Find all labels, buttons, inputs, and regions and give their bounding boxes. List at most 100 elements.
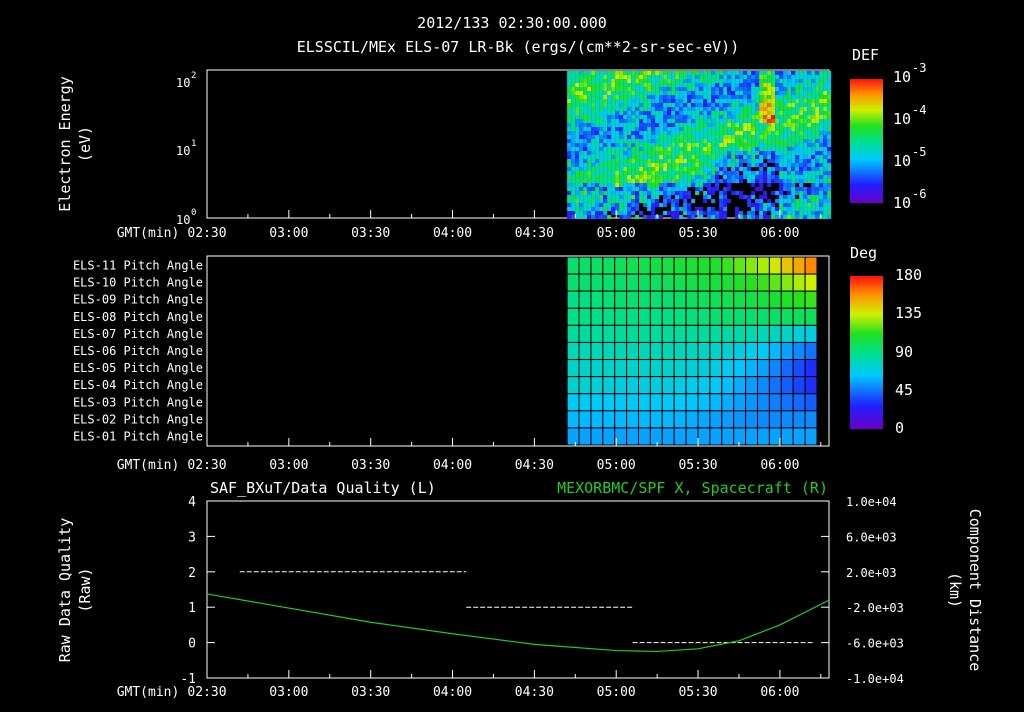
spectrogram-cell <box>779 111 784 115</box>
spectrogram-cell <box>707 75 712 79</box>
spectrogram-cell <box>763 131 768 135</box>
spectrogram-cell <box>711 155 716 159</box>
spectrogram-cell <box>611 143 616 147</box>
spectrogram-cell <box>823 75 828 79</box>
spectrogram-cell <box>751 107 756 111</box>
spectrogram-cell <box>731 147 736 151</box>
spectrogram-cell <box>619 95 624 99</box>
spectrogram-cell <box>587 171 592 175</box>
spectrogram-cell <box>619 79 624 83</box>
spectrogram-cell <box>779 95 784 99</box>
spectrogram-cell <box>815 167 820 171</box>
spectrogram-cell <box>823 147 828 151</box>
spectrogram-cell <box>807 167 812 171</box>
spectrogram-cell <box>591 127 596 131</box>
spectrogram-cell <box>811 155 816 159</box>
def-tick-1: 10 -4 <box>893 103 926 128</box>
spectrogram-cell <box>787 99 792 103</box>
spectrogram-cell <box>671 171 676 175</box>
spectrogram-cell <box>767 115 772 119</box>
spectrogram-cell <box>739 143 744 147</box>
spectrogram-cell <box>747 119 752 123</box>
spectrogram-cell <box>743 71 748 75</box>
spectrogram-cell <box>703 155 708 159</box>
spectrogram-cell <box>643 151 648 155</box>
spectrogram-cell <box>651 103 656 107</box>
spectrogram-cell <box>747 91 752 95</box>
spectrogram-cell <box>815 119 820 123</box>
spectrogram-cell <box>803 195 808 199</box>
pitch-cell <box>733 341 747 361</box>
spectrogram-cell <box>695 175 700 179</box>
spectrogram-cell <box>771 147 776 151</box>
spectrogram-cell <box>803 191 808 195</box>
spectrogram-cell <box>799 115 804 119</box>
spectrogram-cell <box>723 147 728 151</box>
spectrogram-cell <box>763 95 768 99</box>
spectrogram-cell <box>747 103 752 107</box>
spectrogram-cell <box>599 203 604 207</box>
spectrogram-cell <box>783 103 788 107</box>
spectrogram-cell <box>807 171 812 175</box>
pitch-cell <box>578 324 592 343</box>
spectrogram-cell <box>723 199 728 203</box>
spectrogram-cell <box>627 127 632 131</box>
spectrogram-cell <box>703 95 708 99</box>
spectrogram-cell <box>711 207 716 211</box>
spectrogram-cell <box>715 147 720 151</box>
pitch-cell <box>733 376 747 395</box>
spectrogram-cell <box>583 79 588 83</box>
energy-ytick-2: 10 2 <box>176 71 196 90</box>
spectrogram-cell <box>695 187 700 191</box>
pitch-cell <box>780 393 794 412</box>
spectrogram-cell <box>755 127 760 131</box>
spectrogram-cell <box>731 139 736 143</box>
spectrogram-cell <box>743 107 748 111</box>
spectrogram-cell <box>791 107 796 111</box>
spectrogram-cell <box>615 207 620 211</box>
pitch-cell <box>721 427 735 446</box>
spectrogram-cell <box>715 143 720 147</box>
pitch-cell <box>697 290 711 309</box>
spectrogram-cell <box>639 75 644 79</box>
pitch-cell <box>709 427 723 446</box>
pitch-cell <box>661 341 675 361</box>
spectrogram-cell <box>811 207 816 211</box>
spectrogram-cell <box>603 95 608 99</box>
spectrogram-cell <box>811 171 816 175</box>
time-tick-label: 06:00 <box>760 226 799 241</box>
spectrogram-cell <box>663 159 668 163</box>
spectrogram-cell <box>607 87 612 91</box>
spectrogram-cell <box>679 107 684 111</box>
spectrogram-cell <box>755 171 760 175</box>
spectrogram-cell <box>695 155 700 159</box>
spectrogram-cell <box>683 123 688 127</box>
spectrogram-cell <box>591 75 596 79</box>
pitch-cell <box>638 376 651 395</box>
spectrogram-cell <box>695 183 700 187</box>
spectrogram-cell <box>659 83 664 87</box>
pitch-cell <box>685 410 699 429</box>
spectrogram-cell <box>659 159 664 163</box>
spectrogram-cell <box>763 203 768 207</box>
spectrogram-cell <box>611 191 616 195</box>
spectrogram-cell <box>759 119 764 123</box>
spectrogram-cell <box>619 171 624 175</box>
time-axis-label: GMT(min) <box>117 685 180 700</box>
spectrogram-cell <box>571 195 576 199</box>
spectrogram-cell <box>591 83 596 87</box>
spectrogram-cell <box>683 83 688 87</box>
energy-spectrogram-panel: Electron Energy (eV) 10 0 10 1 10 2 DEF … <box>56 46 926 227</box>
spectrogram-cell <box>591 135 596 139</box>
spectrogram-cell <box>599 143 604 147</box>
spectrogram-cell <box>727 95 732 99</box>
spectrogram-cell <box>647 191 652 195</box>
spectrogram-cell <box>651 119 656 123</box>
spectrogram-cell <box>823 135 828 139</box>
spectrogram-cell <box>815 155 820 159</box>
spectrogram-cell <box>643 199 648 203</box>
spectrogram-cell <box>671 211 676 215</box>
spectrogram-cell <box>627 79 632 83</box>
pitch-cell <box>792 359 806 378</box>
spectrogram-cell <box>759 207 764 211</box>
